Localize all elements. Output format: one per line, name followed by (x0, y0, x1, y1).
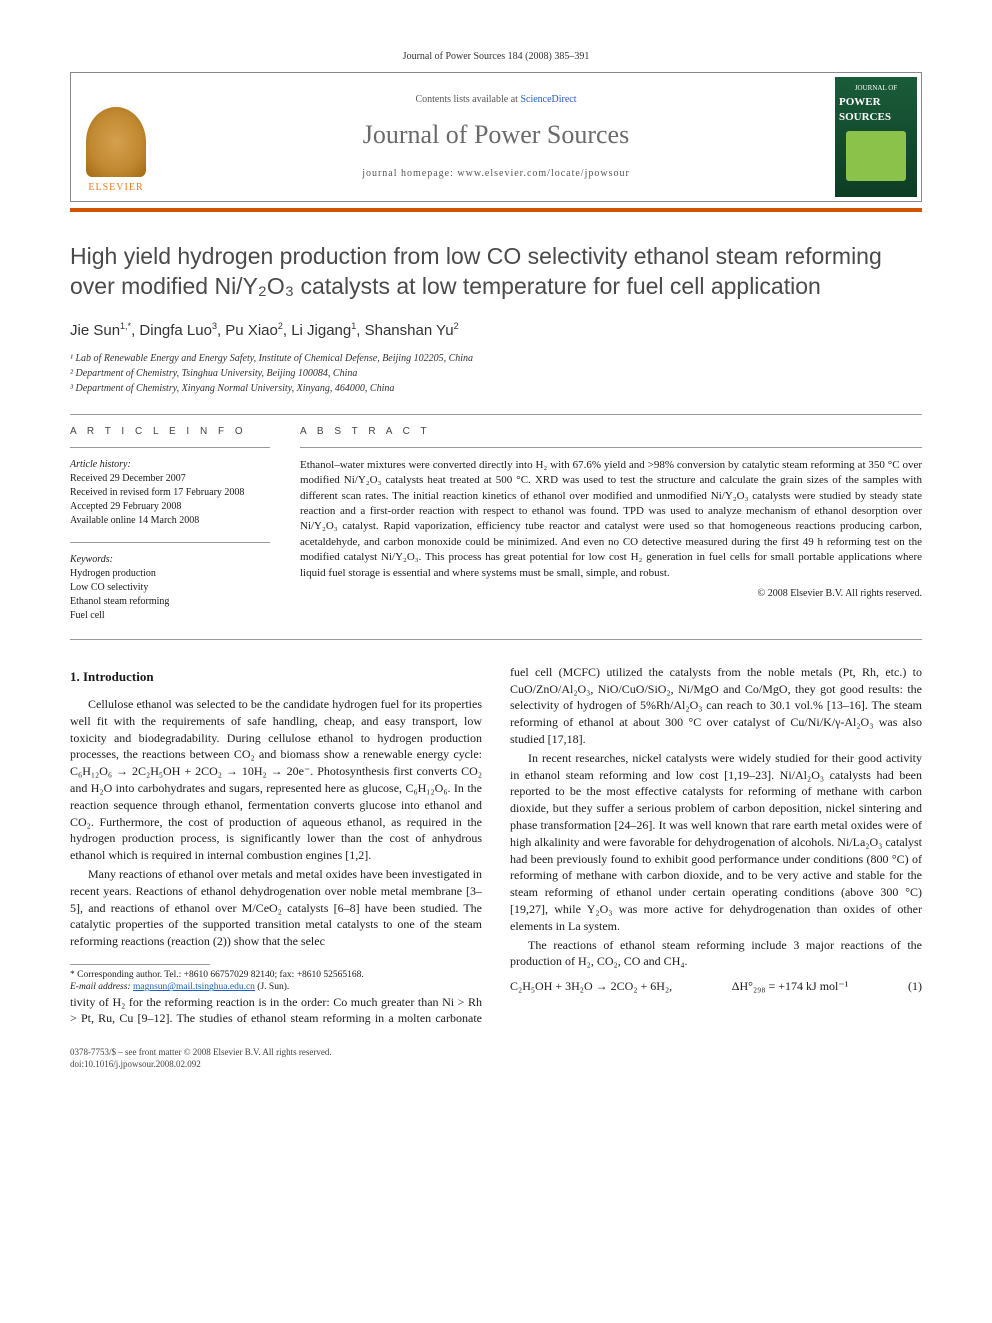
footnote-separator (70, 964, 210, 965)
masthead-center: Contents lists available at ScienceDirec… (161, 73, 831, 201)
keyword-2: Low CO selectivity (70, 581, 270, 595)
divider-info (70, 447, 270, 448)
footer-doi: doi:10.1016/j.jpowsour.2008.02.092 (70, 1059, 922, 1071)
affiliation-3: ³ Department of Chemistry, Xinyang Norma… (70, 381, 922, 396)
abstract-col: A B S T R A C T Ethanol–water mixtures w… (300, 425, 922, 623)
cover-smalltext: JOURNAL OF (855, 85, 897, 93)
affiliation-1: ¹ Lab of Renewable Energy and Energy Saf… (70, 351, 922, 366)
contents-prefix: Contents lists available at (415, 94, 520, 105)
equation-1: C₂H₅OH + 3H₂O → 2CO₂ + 6H₂, ΔH°₂₉₈ = +17… (510, 978, 922, 995)
info-abstract-row: A R T I C L E I N F O Article history: R… (70, 425, 922, 623)
equation-rhs: ΔH°₂₉₈ = +174 kJ mol⁻¹ (732, 978, 849, 995)
footnote-email-link[interactable]: magnsun@mail.tsinghua.edu.cn (133, 982, 255, 992)
divider-top (70, 414, 922, 415)
keywords-label: Keywords: (70, 553, 270, 567)
footnote-line1: * Corresponding author. Tel.: +8610 6675… (70, 969, 482, 981)
history-received: Received 29 December 2007 (70, 472, 270, 486)
paragraph-3: In recent researches, nickel catalysts w… (510, 750, 922, 935)
divider-keywords (70, 542, 270, 543)
masthead-box: ELSEVIER Contents lists available at Sci… (70, 72, 922, 202)
publisher-name: ELSEVIER (88, 181, 143, 195)
section-1-heading: 1. Introduction (70, 668, 482, 686)
affiliation-2: ² Department of Chemistry, Tsinghua Univ… (70, 366, 922, 381)
body-columns: 1. Introduction Cellulose ethanol was se… (70, 664, 922, 1027)
footnote-tail: (J. Sun). (255, 982, 289, 992)
keyword-4: Fuel cell (70, 609, 270, 623)
article-title: High yield hydrogen production from low … (70, 242, 922, 302)
article-history: Article history: Received 29 December 20… (70, 458, 270, 528)
footer-line1: 0378-7753/$ – see front matter © 2008 El… (70, 1047, 922, 1059)
history-revised: Received in revised form 17 February 200… (70, 486, 270, 500)
article-info-col: A R T I C L E I N F O Article history: R… (70, 425, 270, 623)
keyword-1: Hydrogen production (70, 567, 270, 581)
page-footer: 0378-7753/$ – see front matter © 2008 El… (70, 1047, 922, 1070)
history-label: Article history: (70, 458, 270, 472)
cover-bigtext: POWER SOURCES (839, 95, 913, 126)
keywords-block: Keywords: Hydrogen production Low CO sel… (70, 553, 270, 623)
journal-title: Journal of Power Sources (363, 117, 629, 153)
abstract-label: A B S T R A C T (300, 425, 922, 439)
publisher-logo-block: ELSEVIER (71, 73, 161, 201)
equation-number: (1) (908, 978, 922, 995)
corresponding-author-footnote: * Corresponding author. Tel.: +8610 6675… (70, 969, 482, 994)
paragraph-4: The reactions of ethanol steam reforming… (510, 937, 922, 971)
footnote-line2: E-mail address: magnsun@mail.tsinghua.ed… (70, 981, 482, 993)
contents-available-line: Contents lists available at ScienceDirec… (415, 93, 576, 107)
paragraph-2a: Many reactions of ethanol over metals an… (70, 866, 482, 950)
article-info-label: A R T I C L E I N F O (70, 425, 270, 439)
abstract-text: Ethanol–water mixtures were converted di… (300, 458, 922, 581)
accent-bar (70, 208, 922, 212)
affiliations-block: ¹ Lab of Renewable Energy and Energy Saf… (70, 351, 922, 396)
page-container: Journal of Power Sources 184 (2008) 385–… (0, 0, 992, 1111)
footnote-email-label: E-mail address: (70, 982, 133, 992)
divider-bottom (70, 639, 922, 640)
citation-line: Journal of Power Sources 184 (2008) 385–… (70, 50, 922, 64)
divider-abstract (300, 447, 922, 448)
journal-homepage: journal homepage: www.elsevier.com/locat… (362, 167, 630, 181)
footnote-block: * Corresponding author. Tel.: +8610 6675… (70, 964, 482, 994)
cover-image-icon (846, 131, 906, 181)
keyword-3: Ethanol steam reforming (70, 595, 270, 609)
abstract-copyright: © 2008 Elsevier B.V. All rights reserved… (300, 587, 922, 601)
authors-line: Jie Sun1,*, Dingfa Luo3, Pu Xiao2, Li Ji… (70, 320, 922, 341)
history-accepted: Accepted 29 February 2008 (70, 500, 270, 514)
paragraph-1: Cellulose ethanol was selected to be the… (70, 696, 482, 864)
history-online: Available online 14 March 2008 (70, 514, 270, 528)
journal-cover-thumb: JOURNAL OF POWER SOURCES (835, 77, 917, 197)
elsevier-tree-icon (86, 107, 146, 177)
equation-lhs: C₂H₅OH + 3H₂O → 2CO₂ + 6H₂, (510, 978, 672, 995)
sciencedirect-link[interactable]: ScienceDirect (520, 94, 576, 105)
